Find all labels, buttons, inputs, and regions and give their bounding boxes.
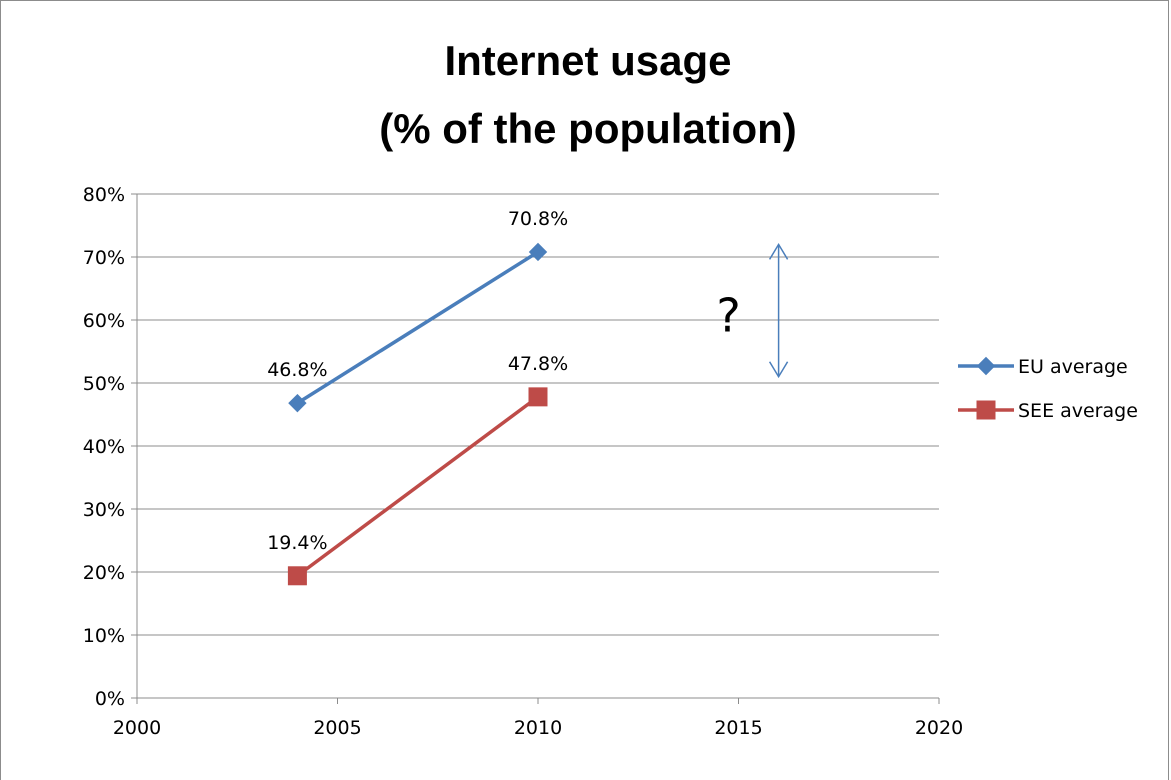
chart-title: Internet usage (% of the population) xyxy=(379,37,797,152)
legend: EU average SEE average xyxy=(958,356,1138,422)
gridlines xyxy=(137,193,939,636)
legend-marker-1 xyxy=(976,400,996,420)
annotation-layer: ? xyxy=(716,242,789,379)
data-point-1-0 xyxy=(287,566,307,586)
y-tick-label-2: 20% xyxy=(83,562,125,584)
y-tick-label-7: 70% xyxy=(83,247,125,269)
y-tick-label-0: 0% xyxy=(95,688,125,710)
y-tick-label-4: 40% xyxy=(83,436,125,458)
data-label-1-1: 47.8% xyxy=(508,353,568,375)
legend-marker-0 xyxy=(976,356,996,376)
data-point-1-1 xyxy=(528,387,548,407)
annotation-arrowhead-top xyxy=(768,242,789,260)
chart-title-line-1: Internet usage xyxy=(444,37,731,84)
y-tick-label-1: 10% xyxy=(83,625,125,647)
series-1: 19.4% 47.8% xyxy=(267,353,568,586)
x-tick-label-1: 2005 xyxy=(313,717,361,739)
legend-item-1: SEE average xyxy=(958,400,1138,422)
axes xyxy=(131,193,940,704)
data-point-0-0 xyxy=(288,393,307,413)
y-tick-label-6: 60% xyxy=(83,310,125,332)
x-axis-ticks: 2000 2005 2010 2015 2020 xyxy=(113,717,963,739)
annotation-question-mark: ? xyxy=(716,288,740,342)
chart-title-line-2: (% of the population) xyxy=(379,105,797,152)
y-axis-ticks: 0% 10% 20% 30% 40% 50% 60% 70% 80% xyxy=(83,184,125,710)
x-tick-label-2: 2010 xyxy=(514,717,562,739)
series-line-1 xyxy=(296,395,540,578)
legend-item-0: EU average xyxy=(958,356,1128,378)
series-line-0 xyxy=(296,250,539,405)
data-label-0-0: 46.8% xyxy=(267,359,327,381)
legend-label-1: SEE average xyxy=(1018,400,1138,422)
legend-label-0: EU average xyxy=(1018,356,1128,378)
data-label-1-0: 19.4% xyxy=(267,532,327,554)
annotation-arrowhead-bottom xyxy=(768,361,789,379)
x-tick-label-0: 2000 xyxy=(113,717,161,739)
x-tick-label-3: 2015 xyxy=(714,717,762,739)
y-tick-label-8: 80% xyxy=(83,184,125,206)
y-tick-label-3: 30% xyxy=(83,499,125,521)
series-layer: 46.8% 70.8% 19.4% 47.8% xyxy=(267,208,568,586)
data-label-0-1: 70.8% xyxy=(508,208,568,230)
series-0: 46.8% 70.8% xyxy=(267,208,568,413)
y-tick-label-5: 50% xyxy=(83,373,125,395)
x-tick-label-4: 2020 xyxy=(915,717,963,739)
data-point-0-1 xyxy=(528,242,548,262)
